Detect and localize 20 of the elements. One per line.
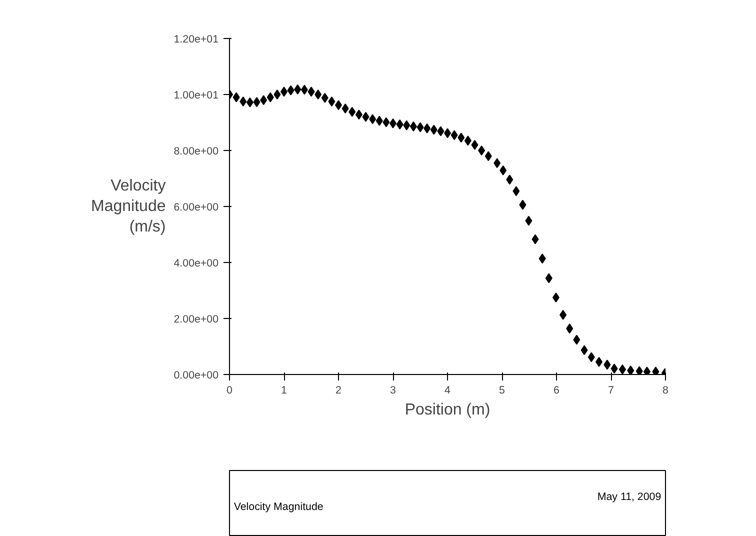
- y-tick-label: 6.00e+00: [174, 202, 219, 214]
- text: May 11, 2009: [597, 490, 662, 503]
- text: Velocity Magnitude: [234, 500, 324, 513]
- x-tick-label: 4: [444, 384, 451, 396]
- x-tick-label: 5: [499, 384, 506, 396]
- x-tick-label: 2: [336, 384, 342, 396]
- x-tick-label: 3: [390, 384, 396, 396]
- y-tick-label: 0.00e+00: [174, 370, 219, 382]
- y-tick-label: 1.00e+01: [174, 90, 219, 102]
- x-tick-label: 8: [662, 384, 669, 396]
- y-axis-title: Velocity Magnitude (m/s): [91, 178, 166, 236]
- y-tick-label: 4.00e+00: [174, 258, 219, 270]
- x-tick-label: 0: [226, 384, 233, 396]
- y-tick-label: 2.00e+00: [174, 314, 219, 326]
- x-tick-label: 1: [281, 384, 288, 396]
- y-tick-label: 8.00e+00: [174, 146, 219, 158]
- x-tick-label: 7: [608, 384, 614, 396]
- x-axis-title: Position (m): [404, 402, 490, 418]
- y-tick-label: 1.20e+01: [174, 34, 219, 46]
- x-tick-label: 6: [554, 384, 560, 396]
